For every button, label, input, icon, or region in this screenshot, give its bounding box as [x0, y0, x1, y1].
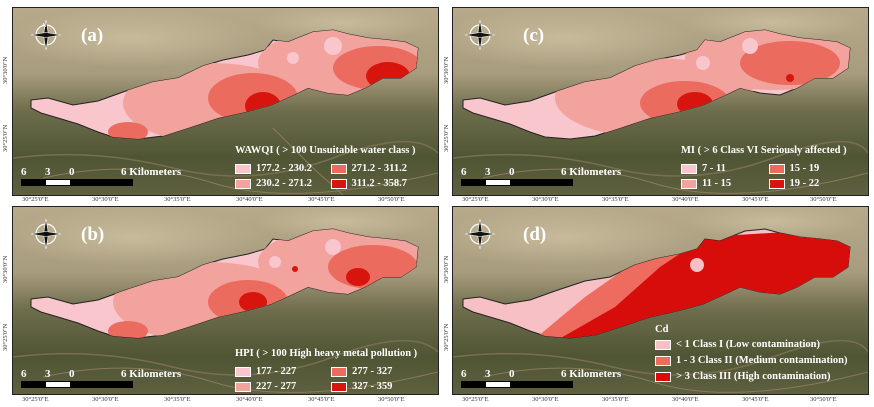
legend-swatch [330, 163, 347, 174]
legend-item: 230.2 - 271.2 [235, 177, 321, 190]
lat-tick-label: 30°30'0"N [443, 56, 450, 84]
legend-swatch [235, 163, 251, 174]
lon-tick-label: 30°40'0"E [672, 396, 699, 403]
legend-swatch [235, 178, 251, 189]
map-panel-c: (c) MI ( > 6 Class VI Seriously affected… [452, 7, 869, 196]
satellite-basemap [453, 207, 868, 394]
lon-tick-label: 30°30'0"E [92, 196, 119, 203]
legend-swatch [681, 163, 697, 174]
lon-tick-label: 30°30'0"E [532, 196, 559, 203]
map-legend: HPI ( > 100 High heavy metal pollution )… [235, 347, 417, 393]
lat-tick-label: 30°25'0"N [443, 323, 450, 351]
compass-rose-icon [463, 217, 497, 251]
legend-item: 7 - 11 [681, 162, 759, 175]
lat-tick-label: 30°25'0"N [443, 124, 450, 152]
legend-item: 177 - 227 [235, 365, 321, 378]
lon-tick-label: 30°40'0"E [236, 396, 263, 403]
compass-rose-icon: N [29, 18, 63, 52]
lon-tick-label: 30°25'0"E [22, 196, 49, 203]
legend-swatch [331, 366, 348, 377]
lon-tick-label: 30°40'0"E [236, 196, 263, 203]
legend-item: 327 - 359 [331, 380, 417, 393]
legend-swatch [768, 163, 785, 174]
lon-tick-label: 30°45'0"E [742, 396, 769, 403]
lon-tick-label: 30°50'0"E [810, 396, 837, 403]
lat-tick-label: 30°30'0"N [2, 255, 9, 283]
compass-rose-icon [29, 217, 63, 251]
lon-tick-label: 30°50'0"E [378, 196, 405, 203]
compass-rose-icon [463, 18, 497, 52]
legend-item: 15 - 19 [768, 162, 847, 175]
legend-title: MI ( > 6 Class VI Seriously affected ) [681, 145, 847, 156]
map-legend: WAWQI ( > 100 Unsuitable water class ) 1… [235, 144, 416, 190]
legend-item: 1 - 3 Class II (Medium contamination) [655, 354, 848, 367]
lon-tick-label: 30°35'0"E [164, 396, 191, 403]
legend-title: Cd [655, 324, 669, 335]
legend-item: 227 - 277 [235, 380, 321, 393]
legend-item: > 3 Class III (High contamination) [655, 370, 848, 383]
legend-swatch [235, 366, 251, 377]
lon-tick-label: 30°45'0"E [742, 196, 769, 203]
lon-tick-label: 30°35'0"E [164, 196, 191, 203]
legend-title: HPI ( > 100 High heavy metal pollution ) [235, 348, 418, 359]
panel-label: (c) [523, 25, 545, 46]
satellite-basemap [13, 207, 438, 394]
lat-tick-label: 30°30'0"N [443, 255, 450, 283]
legend-swatch [330, 178, 347, 189]
lon-tick-label: 30°35'0"E [602, 396, 629, 403]
legend-item: 277 - 327 [331, 365, 417, 378]
legend-item: 11 - 15 [681, 177, 759, 190]
legend-swatch [655, 339, 671, 350]
svg-text:N: N [43, 23, 47, 29]
lon-tick-label: 30°30'0"E [92, 396, 119, 403]
legend-swatch [768, 178, 785, 189]
legend-item: 177.2 - 230.2 [235, 162, 321, 175]
lat-tick-label: 30°30'0"N [2, 56, 9, 84]
panel-label: (a) [81, 25, 104, 46]
legend-swatch [655, 371, 671, 382]
panel-label: (d) [523, 224, 547, 245]
lon-tick-label: 30°25'0"E [462, 196, 489, 203]
lon-tick-label: 30°50'0"E [810, 196, 837, 203]
legend-item: 271.2 - 311.2 [330, 162, 416, 175]
lat-tick-label: 30°25'0"N [2, 124, 9, 152]
legend-item: 19 - 22 [768, 177, 847, 190]
map-panel-b: (b) HPI ( > 100 High heavy metal polluti… [12, 206, 439, 395]
panel-label: (b) [81, 224, 105, 245]
satellite-basemap [453, 8, 868, 195]
legend-item: 311.2 - 358.7 [330, 177, 416, 190]
map-legend: MI ( > 6 Class VI Seriously affected ) 7… [681, 144, 847, 190]
lon-tick-label: 30°50'0"E [378, 396, 405, 403]
legend-title: WAWQI ( > 100 Unsuitable water class ) [235, 145, 416, 156]
legend-item: < 1 Class I (Low contamination) [655, 338, 848, 351]
lon-tick-label: 30°25'0"E [22, 396, 49, 403]
map-panel-a: N (a) WAWQI ( > 100 Unsuitable water cla… [12, 7, 439, 196]
lon-tick-label: 30°45'0"E [308, 396, 335, 403]
legend-swatch [235, 381, 251, 392]
map-legend: Cd < 1 Class I (Low contamination) 1 - 3… [655, 323, 848, 383]
lon-tick-label: 30°45'0"E [308, 196, 335, 203]
map-panel-d: (d) Cd < 1 Class I (Low contamination) 1… [452, 206, 869, 395]
lon-tick-label: 30°30'0"E [532, 396, 559, 403]
legend-swatch [331, 381, 348, 392]
satellite-basemap [13, 8, 438, 195]
lon-tick-label: 30°25'0"E [462, 396, 489, 403]
lat-tick-label: 30°25'0"N [2, 323, 9, 351]
legend-swatch [681, 178, 697, 189]
lon-tick-label: 30°35'0"E [602, 196, 629, 203]
lon-tick-label: 30°40'0"E [672, 196, 699, 203]
legend-swatch [655, 355, 671, 366]
